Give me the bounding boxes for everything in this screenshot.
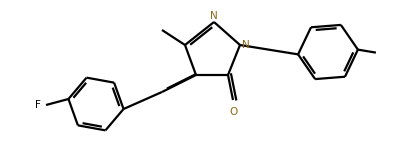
Text: O: O	[230, 107, 238, 117]
Text: N: N	[242, 40, 250, 50]
Text: F: F	[35, 100, 41, 110]
Text: N: N	[210, 11, 218, 21]
